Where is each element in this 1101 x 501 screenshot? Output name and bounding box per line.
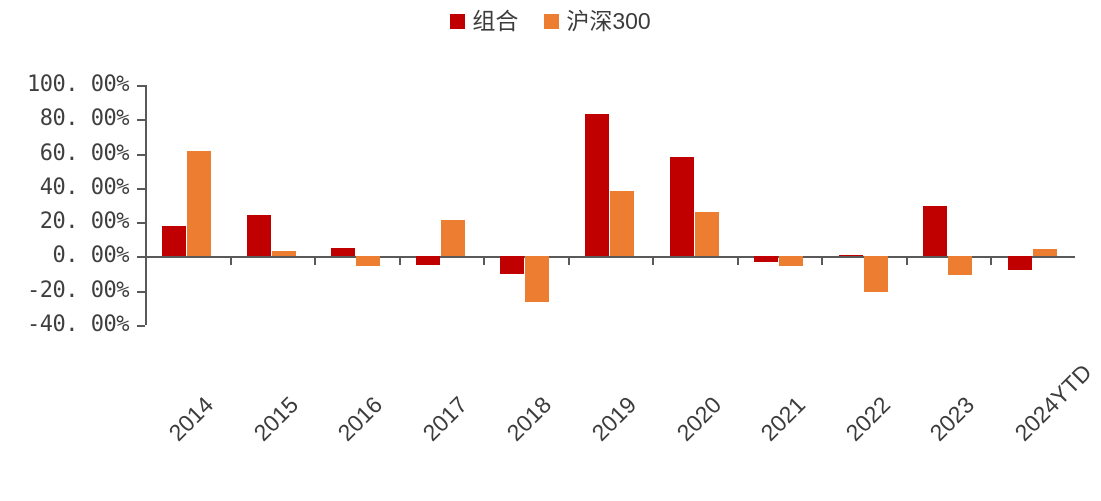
x-axis-label-2017: 2017 [417,390,473,446]
y-axis-tick [137,153,145,156]
bar-csi300-2018 [525,256,550,303]
x-axis-label-2022: 2022 [840,390,895,446]
bar-group [162,85,212,325]
bar-csi300-2017 [440,219,465,257]
x-axis-label-2020: 2020 [671,390,726,446]
bar-portfolio-2015 [246,214,271,257]
bar-portfolio-2016 [331,247,356,257]
y-axis-line [145,85,147,325]
x-axis-label-2021: 2021 [755,390,811,446]
y-axis-tick-label: -20. 00% [27,277,129,303]
x-axis-label-2014: 2014 [163,390,219,446]
bar-csi300-2015 [271,251,296,257]
legend-item-csi300: 沪深300 [544,8,651,34]
x-axis-label-2024YTD: 2024YTD [1009,358,1097,446]
legend-label-csi300: 沪深300 [566,8,651,34]
bar-group [923,85,973,325]
bar-portfolio-2020 [669,156,694,257]
y-axis-tick [137,325,145,327]
x-axis-tick [483,256,486,266]
bar-portfolio-2019 [585,113,609,257]
bar-group [669,85,720,325]
x-axis-tick [398,256,401,266]
bar-group [331,85,381,325]
bar-portfolio-2023 [923,205,948,257]
x-axis-tick [314,256,317,266]
bar-portfolio-2017 [415,256,440,265]
y-axis-tick [137,222,145,225]
bar-group [754,85,804,325]
y-axis-tick [137,290,145,293]
y-axis-tick [137,256,145,259]
bar-csi300-2016 [356,256,381,267]
legend-swatch-csi300 [544,14,560,29]
y-axis-tick-label: 60. 00% [39,140,130,166]
y-axis-tick-label: 80. 00% [39,106,130,132]
chart-legend: 组合 沪深300 [0,10,1101,33]
y-axis-labels: 100. 00% 80. 00% 60. 00% 40. 00% 20. 00% 0. 0… [0,74,137,336]
bar-csi300-2022 [863,256,888,293]
bar-csi300-2024YTD [1032,248,1057,257]
bar-group [585,85,635,325]
legend-item-portfolio: 组合 [450,10,518,33]
bar-csi300-2021 [779,256,804,267]
x-axis-tick [567,256,570,266]
x-axis-tick [990,256,993,266]
x-axis-tick [652,256,655,266]
bar-group [1007,85,1058,325]
legend-label-portfolio: 组合 [472,8,519,34]
x-axis-tick [905,256,908,266]
bar-group [838,85,889,325]
bar-group [246,85,297,325]
bar-group [500,85,550,325]
zero-baseline [145,256,1075,259]
bar-csi300-2019 [610,191,634,257]
y-axis-tick-label: 100. 00% [27,72,129,97]
y-axis-tick [137,187,145,190]
x-axis-tick [821,256,824,266]
legend-swatch-portfolio [450,14,466,29]
y-axis-tick-label: 0. 00% [52,243,130,269]
y-axis-tick-label: 40. 00% [39,174,130,200]
bar-portfolio-2014 [162,226,187,257]
x-axis-label-2023: 2023 [924,390,980,446]
bar-csi300-2014 [187,151,212,257]
plot-area [137,85,1075,327]
y-axis-tick-label: -40. 00% [27,312,129,337]
x-axis-tick [229,256,232,266]
bar-portfolio-2021 [754,256,779,263]
bar-csi300-2023 [948,256,973,276]
bar-group [415,85,466,325]
x-axis-label-2018: 2018 [502,390,557,446]
bar-portfolio-2022 [838,254,863,257]
x-axis-label-2015: 2015 [248,390,303,446]
x-axis-tick [736,256,739,266]
x-axis-labels: 2014 2015 2016 2017 2018 2019 2020 2021 2022 2023… [145,330,1097,500]
bar-portfolio-2018 [500,256,525,275]
x-axis-label-2016: 2016 [332,390,388,446]
y-axis-tick [137,85,145,87]
x-axis-label-2019: 2019 [586,390,642,446]
bar-portfolio-2024YTD [1007,256,1032,271]
bar-csi300-2020 [694,212,719,257]
y-axis-tick-label: 20. 00% [39,209,130,235]
y-axis-tick [137,119,145,122]
